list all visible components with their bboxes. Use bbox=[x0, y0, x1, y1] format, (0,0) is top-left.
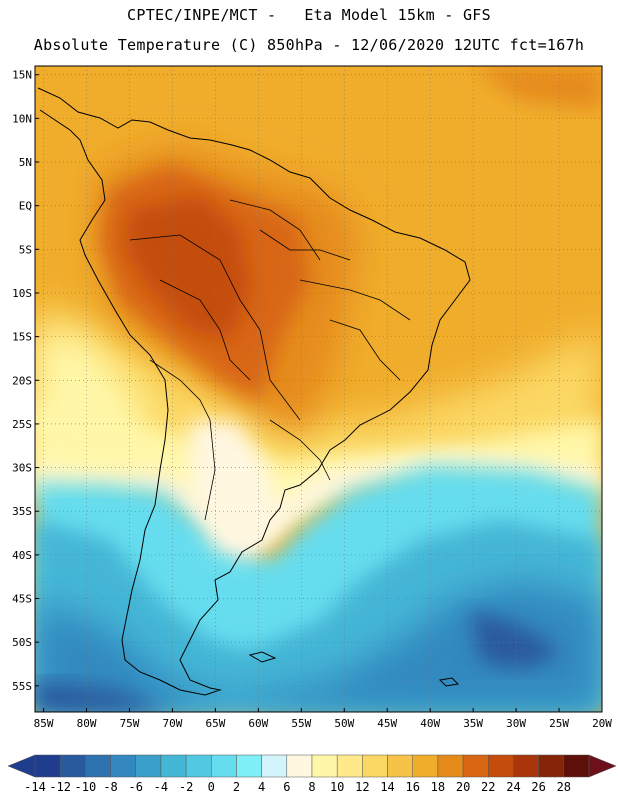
longitude-label: 65W bbox=[205, 717, 225, 730]
legend-tick-label: 28 bbox=[557, 780, 571, 794]
legend-tick-label: 20 bbox=[456, 780, 470, 794]
legend-tick-label: 10 bbox=[330, 780, 344, 794]
latitude-label: 5N bbox=[19, 156, 32, 169]
legend-low-arrow bbox=[7, 754, 36, 778]
latitude-label: 5S bbox=[19, 243, 32, 256]
legend-color-box bbox=[311, 754, 338, 778]
legend-tick-label: -12 bbox=[49, 780, 71, 794]
map-frame bbox=[34, 65, 603, 713]
latitude-labels: 15N 10N 5N EQ 5S 10S 15S 20S 25S 30S 35S 40S 45S 50S 5… bbox=[12, 69, 39, 693]
longitude-label: 55W bbox=[291, 717, 311, 730]
latitude-label: EQ bbox=[19, 200, 32, 213]
latitude-label: 20S bbox=[12, 374, 32, 387]
legend-tick-label: -14 bbox=[24, 780, 46, 794]
longitude-label: 30W bbox=[506, 717, 526, 730]
legend-tick-label: 16 bbox=[406, 780, 420, 794]
legend-tick-label: 8 bbox=[308, 780, 315, 794]
longitude-label: 25W bbox=[549, 717, 569, 730]
legend-tick-label: 26 bbox=[531, 780, 545, 794]
longitude-label: 50W bbox=[334, 717, 354, 730]
latitude-label: 35S bbox=[12, 505, 32, 518]
legend-tick-label: -4 bbox=[154, 780, 168, 794]
legend-color-box bbox=[387, 754, 413, 778]
latitude-label: 15S bbox=[12, 331, 32, 344]
longitude-label: 80W bbox=[77, 717, 97, 730]
longitude-label: 35W bbox=[463, 717, 483, 730]
longitude-label: 40W bbox=[420, 717, 440, 730]
legend-color-box bbox=[513, 754, 539, 778]
legend-color-box bbox=[34, 754, 61, 778]
longitude-label: 70W bbox=[163, 717, 183, 730]
legend-tick-label: 18 bbox=[431, 780, 445, 794]
longitude-labels: 85W 80W 75W 70W 65W 60W 55W 50W 45W 40W 35W 30W 25W 2… bbox=[34, 708, 612, 730]
legend-color-box bbox=[185, 754, 212, 778]
legend-high-arrow bbox=[588, 754, 617, 778]
legend-color-box bbox=[160, 754, 187, 778]
country-borders bbox=[129, 199, 411, 521]
latitude-label: 55S bbox=[12, 680, 32, 693]
graticule bbox=[35, 66, 603, 712]
longitude-label: 85W bbox=[34, 717, 54, 730]
legend-tick-label: -6 bbox=[129, 780, 143, 794]
latitude-label: 10S bbox=[12, 287, 32, 300]
longitude-label: 60W bbox=[248, 717, 268, 730]
legend-tick-label: 2 bbox=[233, 780, 240, 794]
longitude-label: 45W bbox=[377, 717, 397, 730]
coastline bbox=[37, 87, 471, 696]
legend-color-box bbox=[437, 754, 464, 778]
legend-color-box bbox=[261, 754, 288, 778]
legend-color-box bbox=[236, 754, 262, 778]
legend-color-box bbox=[211, 754, 237, 778]
legend-color-box bbox=[538, 754, 565, 778]
legend-tick-label: 24 bbox=[506, 780, 520, 794]
legend-color-box bbox=[462, 754, 489, 778]
legend-tick-label: 12 bbox=[355, 780, 369, 794]
legend-tick-label: 4 bbox=[258, 780, 265, 794]
longitude-label: 75W bbox=[120, 717, 140, 730]
legend-color-box bbox=[563, 754, 590, 778]
legend-color-box bbox=[362, 754, 388, 778]
latitude-label: 25S bbox=[12, 418, 32, 431]
legend-tick-label: 6 bbox=[283, 780, 290, 794]
latitude-label: 15N bbox=[12, 69, 32, 82]
latitude-label: 30S bbox=[12, 462, 32, 475]
legend-tick-label: 14 bbox=[380, 780, 394, 794]
map-title-line-1: CPTEC/INPE/MCT - Eta Model 15km - GFS bbox=[127, 6, 491, 24]
latitude-label: 45S bbox=[12, 593, 32, 606]
legend-color-box bbox=[488, 754, 514, 778]
latitude-label: 50S bbox=[12, 636, 32, 649]
legend-color-box bbox=[135, 754, 162, 778]
legend-tick-label: -8 bbox=[103, 780, 117, 794]
legend-tick-label: 22 bbox=[481, 780, 495, 794]
legend-color-box bbox=[110, 754, 136, 778]
longitude-label: 20W bbox=[592, 717, 612, 730]
legend-color-box bbox=[336, 754, 363, 778]
map-title-line-2: Absolute Temperature (C) 850hPa - 12/06/… bbox=[33, 36, 585, 54]
latitude-label: 40S bbox=[12, 549, 32, 562]
legend-color-box bbox=[85, 754, 111, 778]
legend-color-box bbox=[286, 754, 313, 778]
legend-tick-label: -10 bbox=[75, 780, 97, 794]
legend-color-box bbox=[59, 754, 86, 778]
legend-tick-label: -2 bbox=[179, 780, 193, 794]
latitude-label: 10N bbox=[12, 112, 32, 125]
legend-tick-label: 0 bbox=[208, 780, 215, 794]
legend-color-box bbox=[412, 754, 439, 778]
